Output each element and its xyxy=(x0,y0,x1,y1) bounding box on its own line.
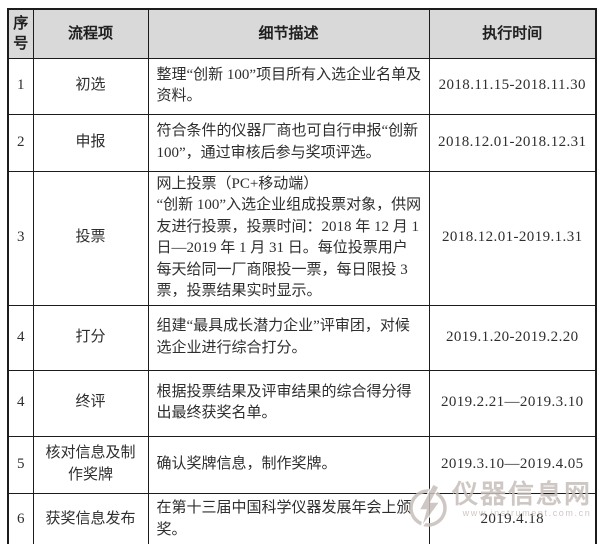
cell-desc: 在第十三届中国科学仪器发展年会上颁奖。 xyxy=(147,492,430,544)
cell-time: 2018.12.01-2019.1.31 xyxy=(428,170,597,306)
table-row: 5 核对信息及制作奖牌 确认奖牌信息，制作奖牌。 2019.3.10—2019.4.0… xyxy=(7,435,597,494)
cell-time: 2019.3.10—2019.4.05 xyxy=(428,435,597,494)
cell-desc: 整理“创新 100”项目所有入选企业名单及资料。 xyxy=(147,57,430,115)
cell-no: 1 xyxy=(7,57,34,115)
cell-time: 2018.11.15-2018.11.30 xyxy=(428,57,597,115)
cell-desc: 网上投票（PC+移动端） “创新 100”入选企业组成投票对象，供网友进行投票，… xyxy=(147,170,430,306)
cell-time: 2019.1.20-2019.2.20 xyxy=(428,304,597,371)
cell-desc: 符合条件的仪器厂商也可自行申报“创新 100”，通过审核后参与奖项评选。 xyxy=(147,113,430,172)
header-item: 流程项 xyxy=(32,8,149,59)
cell-time: 2019.2.21—2019.3.10 xyxy=(428,369,597,437)
table-row: 2 申报 符合条件的仪器厂商也可自行申报“创新 100”，通过审核后参与奖项评选。 2… xyxy=(7,113,597,172)
header-time: 执行时间 xyxy=(428,8,597,59)
cell-item: 初选 xyxy=(32,57,149,115)
cell-item: 申报 xyxy=(32,113,149,172)
process-schedule-table: 序号 流程项 细节描述 执行时间 1 初选 整理“创新 100”项目所有入选企业名单… xyxy=(7,8,597,544)
header-row: 序号 流程项 细节描述 执行时间 xyxy=(7,8,597,59)
cell-item: 核对信息及制作奖牌 xyxy=(32,435,149,494)
cell-desc: 确认奖牌信息，制作奖牌。 xyxy=(147,435,430,494)
cell-no: 6 xyxy=(7,492,34,544)
header-desc: 细节描述 xyxy=(147,8,430,59)
cell-no: 4 xyxy=(7,369,34,437)
table-row: 4 打分 组建“最具成长潜力企业”评审团，对候选企业进行综合打分。 2019.1.20… xyxy=(7,304,597,371)
cell-time: 2018.12.01-2018.12.31 xyxy=(428,113,597,172)
cell-no: 4 xyxy=(7,304,34,371)
header-no: 序号 xyxy=(7,8,34,59)
cell-item: 获奖信息发布 xyxy=(32,492,149,544)
table-row: 4 终评 根据投票结果及评审结果的综合得分得出最终获奖名单。 2019.2.21—20… xyxy=(7,369,597,437)
cell-no: 3 xyxy=(7,170,34,306)
table-row: 3 投票 网上投票（PC+移动端） “创新 100”入选企业组成投票对象，供网友进行… xyxy=(7,170,597,306)
table-row: 6 获奖信息发布 在第十三届中国科学仪器发展年会上颁奖。 2019.4.18 xyxy=(7,492,597,544)
cell-item: 终评 xyxy=(32,369,149,437)
table-row: 1 初选 整理“创新 100”项目所有入选企业名单及资料。 2018.11.15-20… xyxy=(7,57,597,115)
cell-time: 2019.4.18 xyxy=(428,492,597,544)
cell-desc: 根据投票结果及评审结果的综合得分得出最终获奖名单。 xyxy=(147,369,430,437)
cell-desc: 组建“最具成长潜力企业”评审团，对候选企业进行综合打分。 xyxy=(147,304,430,371)
cell-no: 2 xyxy=(7,113,34,172)
cell-item: 投票 xyxy=(32,170,149,306)
cell-item: 打分 xyxy=(32,304,149,371)
cell-no: 5 xyxy=(7,435,34,494)
